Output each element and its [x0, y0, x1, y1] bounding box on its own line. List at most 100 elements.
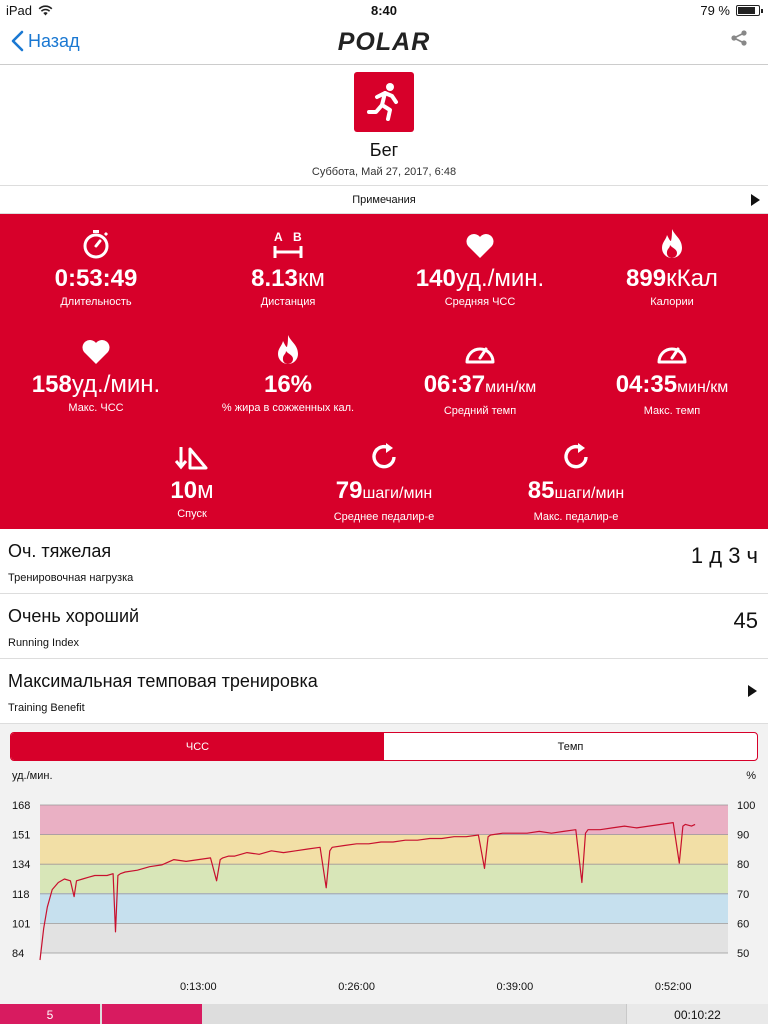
stat-2: A B 8.13км Дистанция	[192, 226, 384, 308]
hr-zone-band	[40, 834, 728, 865]
share-icon	[731, 30, 747, 46]
status-bar: iPad 8:40 79 %	[0, 0, 768, 22]
stat-unit: кКал	[666, 265, 718, 292]
stat-9: 10м Спуск	[96, 438, 288, 520]
y-axis-title: уд./мин.	[12, 770, 53, 782]
stat-3: 140уд./мин. Средняя ЧСС	[384, 226, 576, 308]
stat-label: Средний темп	[443, 405, 517, 417]
y2-tick-label: 90	[737, 830, 749, 842]
running-index-row: Очень хороший Running Index 45	[0, 594, 768, 659]
back-button[interactable]: Назад	[10, 30, 80, 52]
stat-label: % жира в сожженных кал.	[221, 402, 355, 414]
y2-tick-label: 100	[737, 800, 755, 812]
tab-pace[interactable]: Темп	[557, 740, 584, 753]
y-tick-label: 134	[12, 859, 30, 871]
stat-label: Дистанция	[260, 296, 316, 308]
status-left: iPad	[6, 3, 53, 18]
device-name: iPad	[6, 3, 33, 18]
running-index-title: Очень хороший	[8, 606, 140, 626]
lap-strip: 5 00:10:22	[0, 1004, 768, 1024]
back-label: Назад	[28, 30, 80, 51]
running-icon	[367, 83, 398, 121]
y-tick-label: 84	[12, 948, 24, 960]
hr-zone-band	[40, 923, 728, 953]
stat-label: Среднее педалир-е	[333, 511, 435, 523]
wifi-icon	[38, 5, 53, 16]
y2-axis-title: %	[746, 770, 756, 782]
lap-number[interactable]: 5	[0, 1004, 100, 1024]
stat-label: Макс. педалир-е	[533, 511, 619, 523]
heart-rate-chart[interactable]: 168 100 151 90 134 80 118 70 101 60 84 50 0:13:00 0:2…	[0, 724, 768, 1004]
stat-unit: мин/км	[677, 379, 729, 396]
training-benefit-title: Максимальная темповая тренировка	[8, 671, 318, 691]
clock: 8:40	[370, 3, 398, 18]
sport-name: Бег	[369, 140, 399, 160]
stopwatch-icon	[0, 226, 192, 260]
chart-area: ЧСС Темп уд./мин. % 168 100 151 90 134 80 118 7…	[0, 724, 768, 1024]
cadence-icon	[288, 438, 480, 472]
training-benefit-label: Training Benefit	[8, 702, 85, 714]
stat-unit: м	[197, 477, 214, 504]
tab-heart-rate[interactable]: ЧСС	[11, 733, 384, 760]
lap-progress-bar	[102, 1004, 202, 1024]
hr-zone-band	[40, 805, 728, 835]
flame-icon	[576, 226, 768, 260]
y-tick-label: 118	[12, 889, 30, 901]
y-tick-label: 168	[12, 800, 30, 812]
stat-5: 158уд./мин. Макс. ЧСС	[0, 332, 192, 414]
training-benefit-row[interactable]: Максимальная темповая тренировка Trainin…	[0, 659, 768, 724]
y2-tick-label: 80	[737, 859, 749, 871]
stat-label: Длительность	[60, 296, 132, 308]
hr-zone-band	[40, 893, 728, 924]
stat-7: 06:37мин/км Средний темп	[384, 332, 576, 417]
chevron-left-icon	[11, 30, 24, 52]
stat-label: Макс. темп	[643, 405, 701, 417]
stat-unit: уд./мин.	[455, 265, 545, 292]
disclosure-arrow-icon	[751, 194, 760, 206]
stat-1: 0:53:49 Длительность	[0, 226, 192, 308]
x-tick-label: 0:26:00	[338, 981, 375, 993]
cadence-icon	[480, 438, 672, 472]
stat-value: 04:35мин/км	[615, 371, 729, 398]
battery-percent: 79 %	[700, 3, 730, 18]
stat-value: 0:53:49	[54, 265, 138, 292]
recovery-time: 1 д 3 ч	[690, 543, 758, 568]
stat-label: Спуск	[177, 508, 207, 520]
y-tick-label: 101	[12, 918, 30, 930]
speedometer-icon	[384, 332, 576, 366]
stat-11: 85шаги/мин Макс. педалир-е	[480, 438, 672, 523]
battery-icon	[736, 5, 763, 16]
heart-icon	[0, 332, 192, 366]
hr-series-line	[39, 821, 696, 961]
notes-row[interactable]: Примечания	[0, 185, 768, 214]
stat-value: 85шаги/мин	[527, 477, 625, 504]
training-load-title: Оч. тяжелая	[8, 541, 112, 561]
stat-value: 899кКал	[626, 265, 718, 292]
y2-tick-label: 60	[737, 918, 749, 930]
running-index-label: Running Index	[8, 637, 79, 649]
descent-icon	[96, 438, 288, 472]
chart-tab-control: ЧСС Темп	[10, 732, 758, 761]
stat-value: 79шаги/мин	[335, 477, 433, 504]
disclosure-arrow-icon	[748, 685, 757, 697]
y-tick-label: 151	[12, 830, 30, 842]
stat-value: 10м	[170, 477, 214, 504]
stat-label: Калории	[650, 296, 694, 308]
x-tick-label: 0:52:00	[655, 981, 692, 993]
notes-label: Примечания	[352, 194, 416, 206]
svg-text:A: A	[274, 230, 283, 244]
share-button[interactable]	[730, 29, 748, 52]
stat-10: 79шаги/мин Среднее педалир-е	[288, 438, 480, 523]
session-date: Суббота, Май 27, 2017, 6:48	[311, 166, 457, 178]
stat-unit: км	[297, 265, 325, 292]
stat-unit: шаги/мин	[554, 485, 625, 502]
stat-8: 04:35мин/км Макс. темп	[576, 332, 768, 417]
status-right: 79 %	[700, 3, 763, 18]
y2-tick-label: 70	[737, 889, 749, 901]
stat-label: Макс. ЧСС	[68, 402, 124, 414]
speedometer-icon	[576, 332, 768, 366]
stat-value: 06:37мин/км	[423, 371, 537, 398]
stat-value: 140уд./мин.	[415, 265, 545, 292]
training-load-label: Тренировочная нагрузка	[8, 572, 134, 584]
stat-unit: шаги/мин	[362, 485, 433, 502]
